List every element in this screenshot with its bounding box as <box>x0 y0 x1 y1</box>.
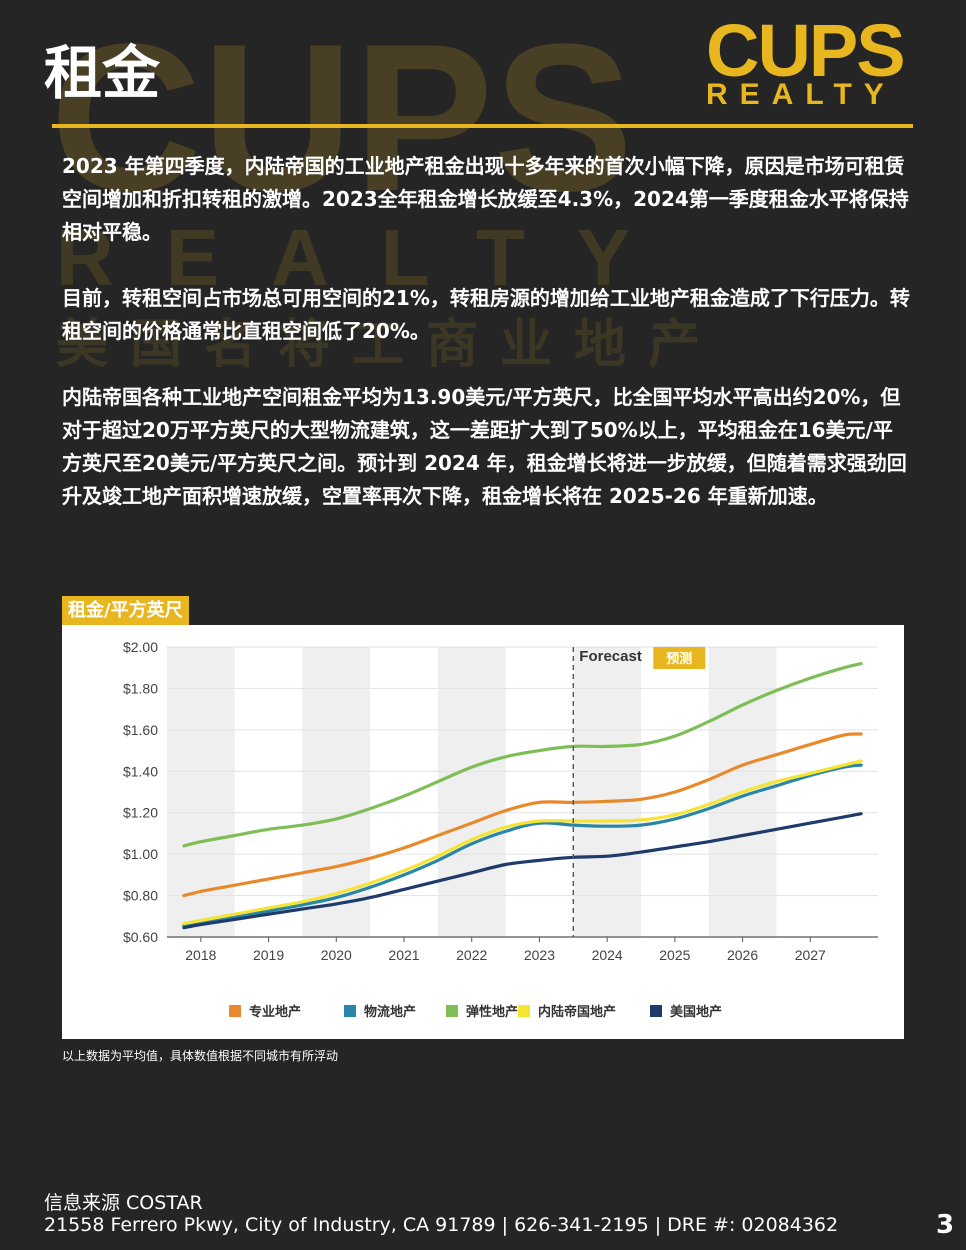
x-tick-label: 2022 <box>456 947 487 963</box>
forecast-badge-bg <box>653 647 706 669</box>
series-line-美国地产 <box>182 812 863 930</box>
y-tick-label: $0.60 <box>123 929 158 945</box>
x-tick-label: 2027 <box>795 947 826 963</box>
y-tick-label: $1.60 <box>123 722 158 738</box>
shaded-year-band <box>167 647 235 937</box>
page-title: 租金 <box>44 39 161 107</box>
chart-footnote: 以上数据为平均值，具体数值根据不同城市有所浮动 <box>62 1049 339 1063</box>
header-divider <box>52 124 913 128</box>
x-tick-label: 2026 <box>727 947 758 963</box>
x-tick-label: 2025 <box>659 947 690 963</box>
legend-swatch <box>229 1005 241 1017</box>
logo-main-text: CUPS <box>706 9 906 92</box>
series-line-物流地产 <box>182 763 863 928</box>
legend-swatch <box>518 1005 530 1017</box>
cups-realty-logo: CUPS REALTY <box>700 14 920 114</box>
paragraph-sublease: 目前，转租空间占市场总可用空间的21%，转租房源的增加给工业地产租金造成了下行压… <box>62 286 910 343</box>
logo-sub-text: REALTY <box>706 78 896 111</box>
y-tick-label: $0.80 <box>123 888 158 904</box>
y-tick-label: $1.00 <box>123 846 158 862</box>
y-tick-label: $1.20 <box>123 805 158 821</box>
forecast-badge: 预测 <box>666 651 692 667</box>
x-tick-label: 2018 <box>185 947 216 963</box>
chart-title-tag: 租金/平方英尺 <box>62 596 189 625</box>
forecast-label: Forecast <box>579 648 642 665</box>
paragraph-rent-decline: 2023 年第四季度，内陆帝国的工业地产租金出现十多年来的首次小幅下降，原因是市… <box>62 154 909 244</box>
series-line-专业地产 <box>182 732 863 898</box>
legend-label: 弹性地产 <box>466 1004 518 1020</box>
rent-line-chart: $0.60 $0.80 $1.00 $1.20 $1.40 $1.60 $1.80 $2.00… <box>123 639 878 1020</box>
page-number: 3 <box>936 1210 955 1240</box>
x-tick-label: 2020 <box>321 947 352 963</box>
y-tick-label: $2.00 <box>123 639 158 655</box>
x-tick-label: 2023 <box>524 947 555 963</box>
rent-chart: $0.60 $0.80 $1.00 $1.20 $1.40 $1.60 $1.80 $2.00… <box>62 625 904 1039</box>
x-tick-label: 2019 <box>253 947 284 963</box>
footer-source: 信息来源 COSTAR <box>44 1192 203 1214</box>
x-tick-label: 2021 <box>388 947 419 963</box>
paragraph-average-rent: 内陆帝国各种工业地产空间租金平均为13.90美元/平方英尺，比全国平均水平高出约… <box>62 385 907 508</box>
x-tick-label: 2024 <box>592 947 623 963</box>
legend-label: 美国地产 <box>670 1004 722 1020</box>
legend-swatch <box>650 1005 662 1017</box>
shaded-year-band <box>302 647 371 937</box>
y-tick-label: $1.40 <box>123 763 158 779</box>
footer-address: 21558 Ferrero Pkwy, City of Industry, CA… <box>44 1214 839 1236</box>
legend-label: 专业地产 <box>249 1004 301 1020</box>
shaded-year-band <box>437 647 506 937</box>
shaded-year-band <box>573 647 641 937</box>
legend-swatch <box>344 1005 356 1017</box>
legend-swatch <box>446 1005 458 1017</box>
series-line-弹性地产 <box>182 662 863 848</box>
series-line-内陆帝国地产 <box>182 759 863 926</box>
legend-label: 内陆帝国地产 <box>538 1004 616 1020</box>
y-tick-label: $1.80 <box>123 680 158 696</box>
legend-label: 物流地产 <box>364 1004 416 1020</box>
